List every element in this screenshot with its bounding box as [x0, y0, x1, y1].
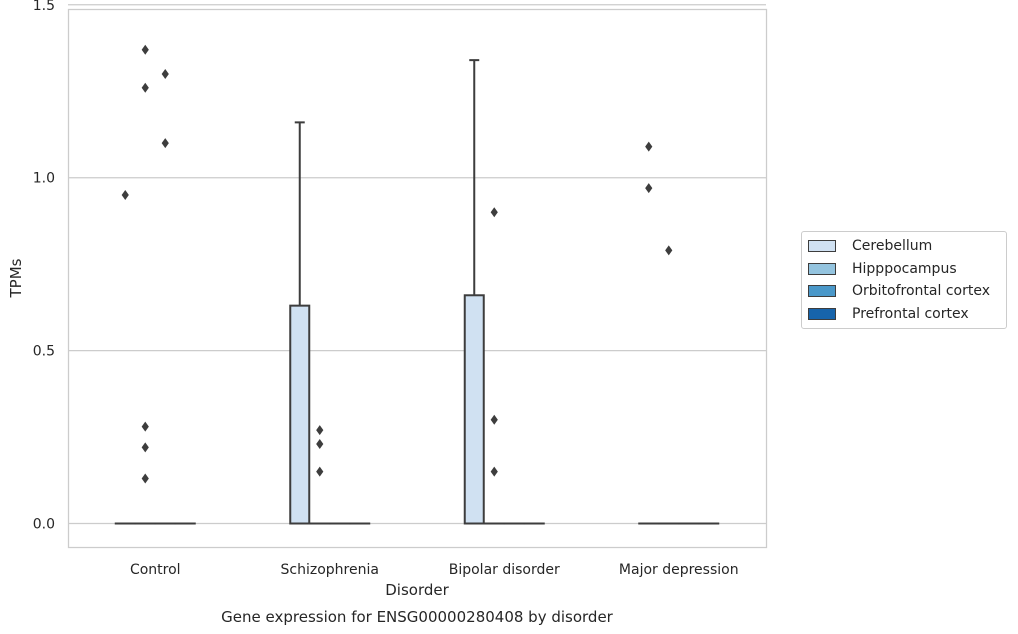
box-group [483, 207, 505, 525]
y-tick-label: 1.0 [33, 171, 55, 187]
chart-title: Gene expression for ENSG00000280408 by d… [221, 608, 614, 626]
grid-lines [68, 4, 766, 525]
legend-swatch [808, 262, 836, 275]
box-body [463, 294, 485, 525]
x-tick-label: Schizophrenia [281, 562, 379, 578]
legend-swatch [808, 307, 836, 320]
box-group [309, 425, 331, 525]
outlier-point [141, 473, 149, 484]
outlier-point [665, 245, 673, 256]
outlier-point [161, 68, 169, 79]
outlier-point [121, 189, 129, 200]
outlier-point [141, 442, 149, 453]
legend-item: Hipppocampus [802, 258, 1006, 281]
legend-label: Prefrontal cortex [852, 305, 969, 322]
legend-label: Cerebellum [852, 238, 933, 255]
y-tick-label: 0.5 [33, 344, 55, 360]
x-tick-label: Control [130, 562, 181, 578]
outlier-point [141, 44, 149, 55]
outlier-point [141, 421, 149, 432]
box-group [503, 522, 525, 525]
outlier-point [316, 466, 324, 477]
outlier-point [490, 207, 498, 218]
legend-item: Orbitofrontal cortex [802, 280, 1006, 303]
outlier-point [490, 466, 498, 477]
x-tick-label: Major depression [619, 562, 739, 578]
box-body [289, 304, 311, 525]
box-group [289, 121, 311, 525]
outlier-point [490, 414, 498, 425]
x-axis-label: Disorder [385, 581, 449, 599]
legend-label: Orbitofrontal cortex [852, 283, 990, 300]
outlier-point [141, 82, 149, 93]
y-axis-label: TPMs [7, 258, 25, 298]
legend: Cerebellum Hipppocampus Orbitofrontal cort… [801, 231, 1007, 329]
box-group [134, 44, 156, 525]
outlier-point [645, 183, 653, 194]
box-group [658, 245, 680, 525]
legend-label: Hipppocampus [852, 260, 957, 277]
legend-item: Cerebellum [802, 235, 1006, 258]
box-group [154, 68, 176, 525]
y-tick-label: 0.0 [33, 517, 55, 533]
legend-swatch [808, 285, 836, 298]
box-group [638, 141, 660, 525]
y-tick-label: 1.5 [33, 0, 55, 14]
x-tick-label: Bipolar disorder [449, 562, 560, 578]
legend-item: Prefrontal cortex [802, 303, 1006, 326]
outlier-point [161, 138, 169, 149]
plot-area [114, 44, 720, 525]
plot-frame [67, 8, 768, 549]
outlier-point [316, 438, 324, 449]
outlier-point [316, 425, 324, 436]
outlier-point [645, 141, 653, 152]
x-axis-ticks: Control Schizophrenia Bipolar disorder Majo… [130, 562, 739, 578]
y-axis-ticks: 0.00.51.01.52.02.5 [33, 0, 55, 533]
legend-swatch [808, 240, 836, 253]
box-group [463, 59, 485, 525]
box-group [114, 189, 136, 525]
